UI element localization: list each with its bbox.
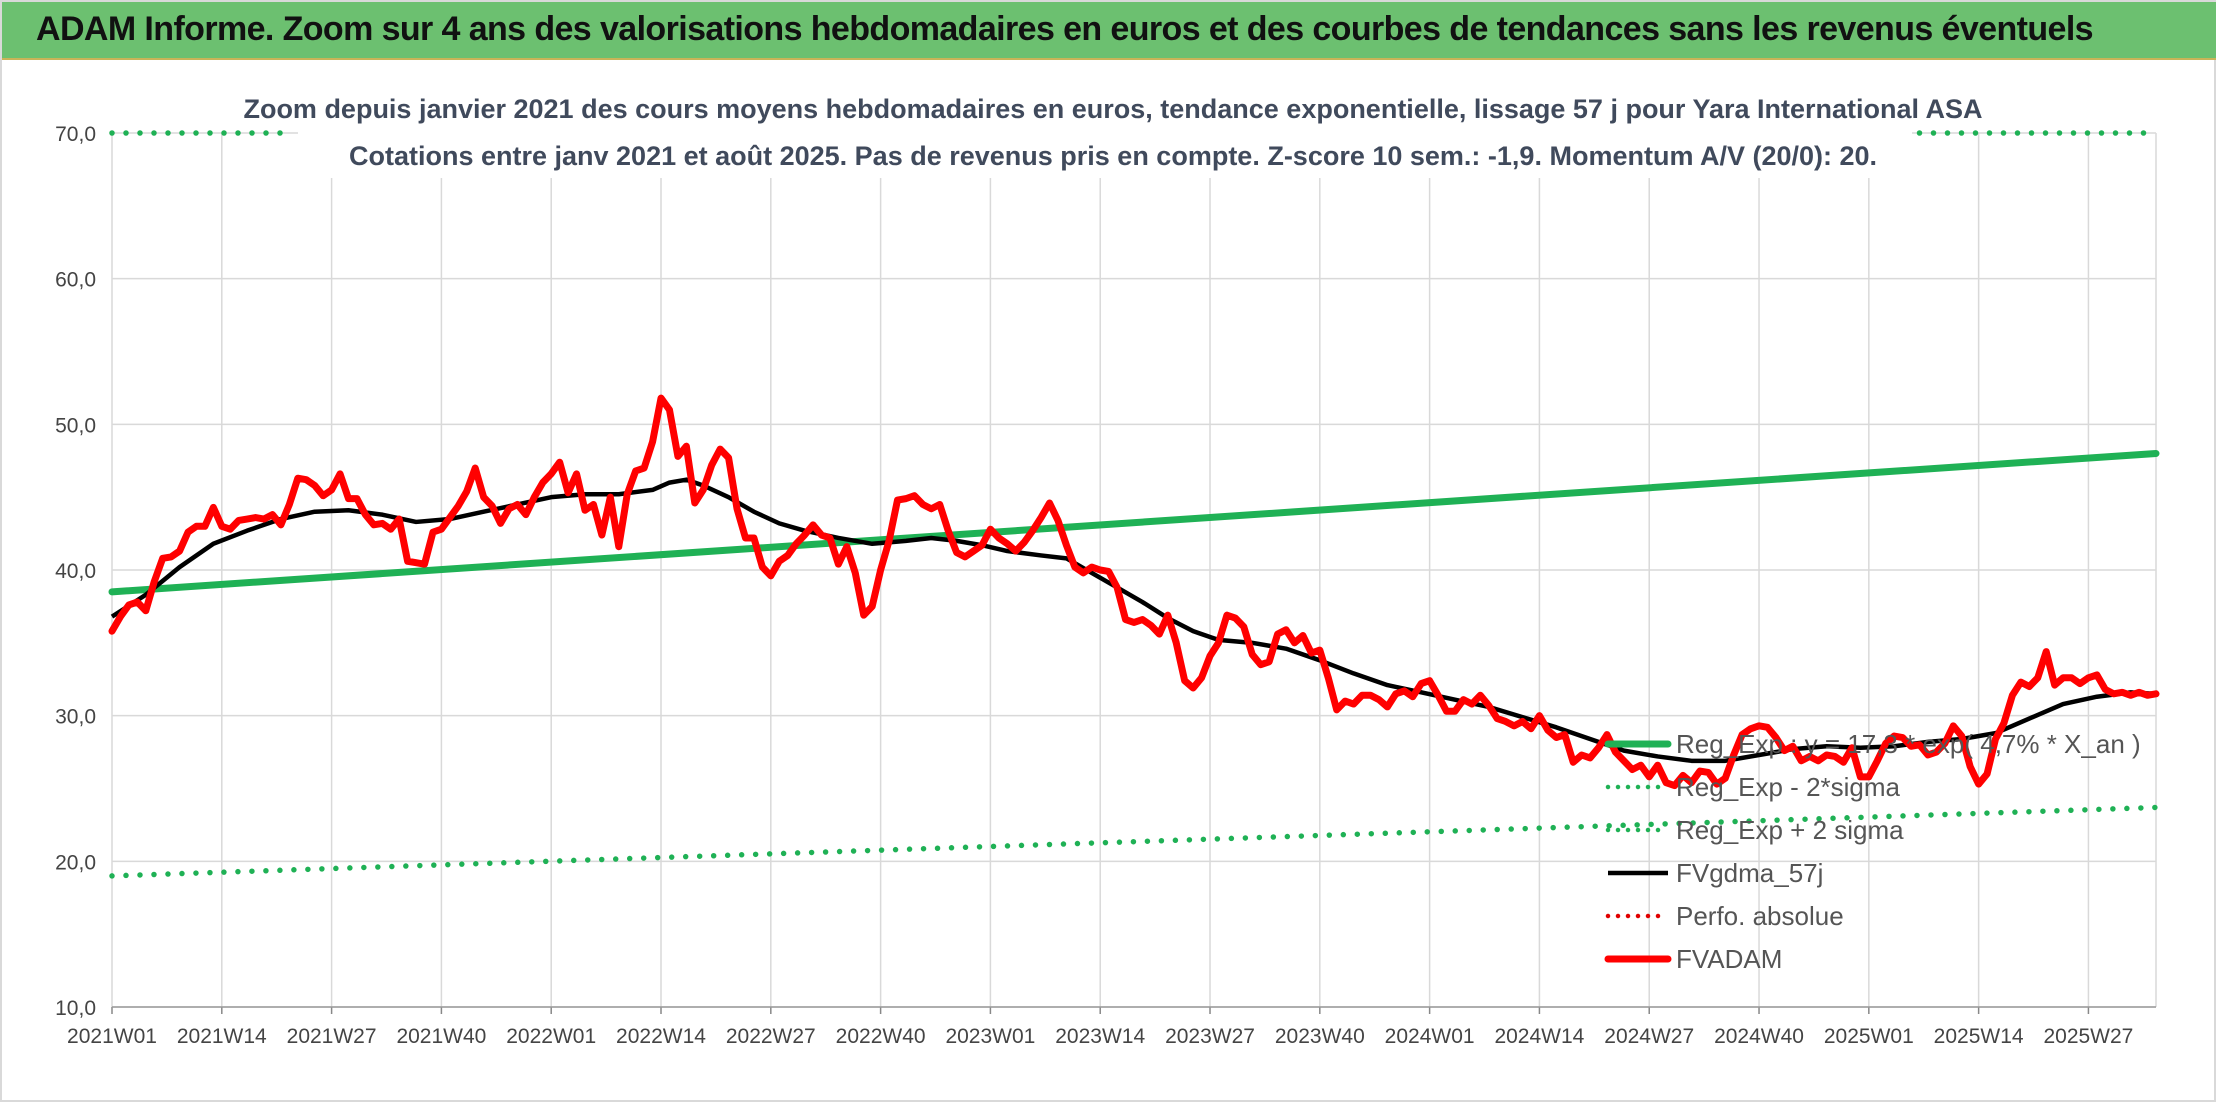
x-tick-label: 2024W14 [1494,1025,1584,1048]
x-tick-label: 2024W01 [1385,1025,1475,1048]
x-tick-label: 2024W27 [1604,1025,1694,1048]
legend-label: Perfo. absolue [1676,901,1844,931]
title-background [298,86,1912,178]
x-tick-label: 2022W14 [616,1025,706,1048]
x-tick-label: 2021W14 [177,1025,267,1048]
reg-exp-y-17-3-exp-4-7-x-an-line [108,449,2160,596]
x-tick-label: 2022W01 [506,1025,596,1048]
x-tick-label: 2025W01 [1824,1025,1914,1048]
series-lines [108,130,2160,879]
fvadam-line [108,394,2160,790]
x-tick-label: 2021W27 [287,1025,377,1048]
x-tick-label: 2025W14 [1934,1025,2024,1048]
report-banner: ADAM Informe. Zoom sur 4 ans des valoris… [2,2,2216,60]
report-title: ADAM Informe. Zoom sur 4 ans des valoris… [36,10,2094,48]
x-tick-label: 2023W40 [1275,1025,1365,1048]
legend-label: FVADAM [1676,944,1782,974]
legend: Reg_Exp : y = 17,3 * exp( 4,7% * X_an ) R… [1604,729,2141,974]
x-tick-label: 2022W40 [836,1025,926,1048]
legend-label: Reg_Exp - 2*sigma [1676,772,1901,802]
chart-titles: Zoom depuis janvier 2021 des cours moyen… [243,86,1983,178]
x-tick-label: 2023W01 [945,1025,1035,1048]
x-tick-label: 2022W27 [726,1025,816,1048]
x-tick-label: 2025W27 [2043,1025,2133,1048]
y-tick-label: 30,0 [55,706,96,729]
x-tick-label: 2021W01 [67,1025,157,1048]
legend-label: Reg_Exp + 2 sigma [1676,815,1904,845]
y-tick-label: 50,0 [55,414,96,437]
y-tick-label: 20,0 [55,851,96,874]
x-tick-label: 2023W14 [1055,1025,1145,1048]
chart-title: Zoom depuis janvier 2021 des cours moyen… [243,94,1982,124]
legend-label: Reg_Exp : y = 17,3 * exp( 4,7% * X_an ) [1676,729,2141,759]
chart-subtitle: Cotations entre janv 2021 et août 2025. … [349,141,1877,171]
x-tick-label: 2021W40 [396,1025,486,1048]
legend-label: FVgdma_57j [1676,858,1823,888]
y-tick-label: 40,0 [55,560,96,583]
y-tick-label: 70,0 [55,123,96,146]
reg-exp-2-sigma-line [109,804,2159,879]
axes: 10,0 20,0 30,0 40,0 50,0 60,0 70,0 2021W01 2021W… [55,123,2156,1048]
y-tick-label: 60,0 [55,269,96,292]
x-tick-label: 2024W40 [1714,1025,1804,1048]
x-tick-label: 2023W27 [1165,1025,1255,1048]
y-tick-label: 10,0 [55,997,96,1020]
